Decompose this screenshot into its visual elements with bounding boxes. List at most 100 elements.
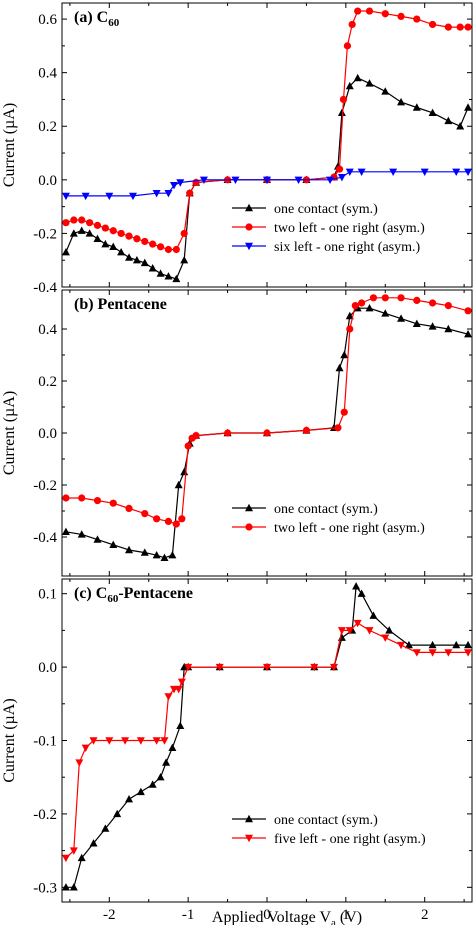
data-point <box>70 216 78 224</box>
data-point <box>330 663 339 672</box>
data-point <box>464 23 472 31</box>
data-point <box>412 319 421 327</box>
data-point <box>345 81 354 90</box>
data-point <box>140 258 149 267</box>
x-tick-label: 2 <box>421 907 429 923</box>
x-tick-label: 0 <box>263 907 271 923</box>
data-point <box>174 685 183 694</box>
data-point <box>160 737 169 745</box>
data-point <box>176 721 185 730</box>
data-point <box>156 773 165 781</box>
data-point <box>168 551 177 559</box>
data-point <box>352 582 361 590</box>
y-tick-label: 0.6 <box>38 12 57 28</box>
data-point <box>184 442 192 450</box>
data-point <box>385 626 394 634</box>
data-point <box>78 494 86 502</box>
data-point <box>105 737 114 745</box>
legend-marker <box>245 503 253 512</box>
data-point <box>464 649 472 657</box>
data-point <box>113 809 122 818</box>
data-point <box>69 229 78 237</box>
data-point <box>109 227 117 235</box>
data-point <box>452 640 461 649</box>
legend-marker <box>245 203 253 212</box>
data-point <box>428 649 437 657</box>
data-point <box>381 10 389 18</box>
x-tick-label: 1 <box>342 907 350 923</box>
panel-title: (a) C60 <box>74 9 120 29</box>
data-point <box>174 480 183 489</box>
data-point <box>62 527 70 535</box>
data-point <box>389 168 398 176</box>
data-point <box>310 663 319 672</box>
data-point <box>149 240 157 248</box>
y-tick-label: -0.2 <box>33 226 57 242</box>
data-point <box>62 247 70 256</box>
data-point <box>132 256 141 264</box>
data-point <box>340 408 348 416</box>
data-point <box>109 499 117 507</box>
x-tick-label: -1 <box>182 907 195 923</box>
data-point <box>381 634 390 642</box>
legend-marker <box>245 814 253 823</box>
data-point <box>365 7 374 15</box>
data-point <box>397 641 406 650</box>
data-point <box>62 192 70 201</box>
data-point <box>75 759 84 767</box>
data-point <box>369 611 378 619</box>
y-tick-label: 0.0 <box>38 660 57 676</box>
data-point <box>152 190 161 198</box>
data-point <box>345 168 354 176</box>
data-point <box>428 299 437 307</box>
data-point <box>140 548 149 556</box>
x-tick-label: -2 <box>103 907 116 923</box>
data-point <box>105 192 114 201</box>
data-point <box>186 189 194 197</box>
data-point <box>357 589 366 597</box>
data-point <box>180 229 188 238</box>
data-point <box>136 787 145 796</box>
data-point <box>62 219 70 227</box>
data-point <box>169 181 178 190</box>
data-point <box>464 103 472 111</box>
data-point <box>77 226 86 234</box>
data-point <box>164 517 173 526</box>
data-point <box>346 325 354 333</box>
data-point <box>69 847 78 855</box>
data-point <box>337 627 346 635</box>
y-tick-label: -0.2 <box>33 478 57 494</box>
y-tick-label: 0.4 <box>38 322 57 338</box>
data-point <box>231 176 240 185</box>
series-group <box>62 294 472 561</box>
data-point <box>413 15 421 23</box>
y-tick-label: -0.4 <box>33 280 57 296</box>
data-point <box>456 122 465 130</box>
panel-title: (b) Pentacene <box>74 296 167 313</box>
data-point <box>141 509 149 518</box>
data-point <box>77 530 86 538</box>
data-point <box>397 294 405 302</box>
legend-label: one contact (sym.) <box>274 202 378 217</box>
data-point <box>343 42 352 50</box>
legend-label: five left - one right (asym.) <box>274 832 426 847</box>
data-point <box>263 429 271 437</box>
data-point <box>62 854 70 863</box>
data-point <box>302 426 311 434</box>
data-point <box>464 168 472 176</box>
data-point <box>125 795 134 803</box>
y-tick-label: -0.3 <box>33 880 57 896</box>
data-point <box>428 108 437 117</box>
series-group <box>62 582 472 891</box>
data-point <box>101 824 110 832</box>
data-point <box>85 229 94 237</box>
data-point <box>78 216 86 224</box>
data-point <box>125 504 133 512</box>
data-point <box>412 103 421 111</box>
data-point <box>81 192 90 201</box>
y-tick-label: 0.0 <box>38 173 57 189</box>
data-point <box>263 176 271 185</box>
data-point <box>464 330 472 338</box>
data-point <box>172 520 180 528</box>
legend: one contact (sym.) five left - one right … <box>232 813 426 847</box>
